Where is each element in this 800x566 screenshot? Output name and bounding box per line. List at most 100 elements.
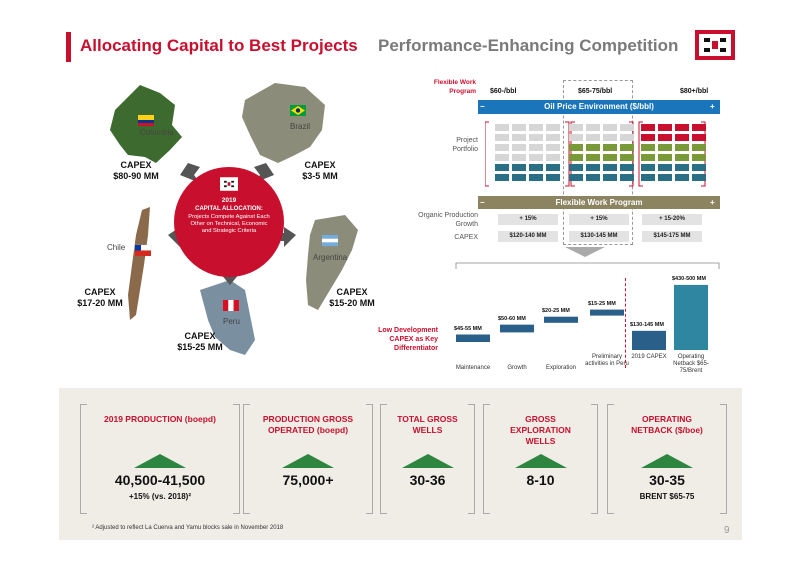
portfolio-cell (675, 124, 689, 131)
footnote: ² Adjusted to reflect La Cuerva and Yamu… (92, 525, 284, 531)
low-dev-capex-note: Low Development CAPEX as Key Differentia… (378, 327, 438, 352)
kpi-title: TOTAL GROSS WELLS (397, 414, 458, 435)
category-label: Exploration (545, 365, 577, 371)
fwp-plus-icon: + (710, 198, 715, 207)
portfolio-cell (692, 174, 706, 181)
portfolio-cell (586, 174, 600, 181)
kpi-title: PRODUCTION GROSS OPERATED (boepd) (262, 414, 354, 435)
chile-label: Chile (107, 243, 126, 252)
kpi-value: 40,500-41,500 (114, 472, 206, 488)
portfolio-cell (495, 154, 509, 161)
portfolio-cell (620, 124, 634, 131)
chile-flag-icon (134, 244, 152, 256)
portfolio-cell (569, 174, 583, 181)
portfolio-cell (586, 124, 600, 131)
center-logo-icon (220, 177, 238, 191)
portfolio-cell (620, 154, 634, 161)
argentina-label: Argentina (313, 253, 348, 262)
kpi-title: 2019 PRODUCTION (boepd) (104, 414, 216, 424)
up-arrow-icon (514, 454, 567, 468)
kpi-bracket (80, 404, 240, 514)
portfolio-cell (512, 124, 526, 131)
up-arrow-icon (282, 454, 334, 468)
portfolio-cell (529, 124, 543, 131)
portfolio-cell (512, 174, 526, 181)
argentina-map (306, 215, 358, 310)
capex-brazil: CAPEX $3-5 MM (302, 160, 338, 181)
portfolio-cell (586, 144, 600, 151)
portfolio-cell (641, 144, 655, 151)
kpi-card: 2019 PRODUCTION (boepd) 40,500-41,500 +15%… (80, 404, 240, 514)
organic-mid: + 15% (569, 214, 629, 225)
portfolio-cell (586, 134, 600, 141)
bar-3 (590, 309, 624, 316)
portfolio-cell (658, 144, 672, 151)
portfolio-cell (546, 154, 560, 161)
portfolio-cell (546, 134, 560, 141)
project-portfolio-grid (485, 121, 706, 187)
kpi-title: OPERATING NETBACK ($/boe) (631, 414, 703, 435)
capex-low: $120-140 MM (498, 231, 558, 242)
kpi-bracket (243, 404, 373, 514)
peru-map (200, 280, 255, 355)
kpi-subvalue: BRENT $65-75 (639, 492, 695, 501)
price-header-mid: $65-75/bbl (578, 88, 613, 95)
peru-label: Peru (223, 317, 240, 326)
portfolio-cell (658, 164, 672, 171)
bar-value-label: $430-500 MM (672, 275, 706, 282)
kpi-value: 30-36 (409, 472, 446, 488)
portfolio-cell (641, 134, 655, 141)
portfolio-cell (495, 174, 509, 181)
portfolio-cell (495, 124, 509, 131)
kpi-title: GROSS EXPLORATION WELLS (510, 414, 571, 446)
page-subtitle: Performance-Enhancing Competition (378, 36, 679, 55)
oil-price-bar: Oil Price Environment ($/bbl) (478, 100, 720, 114)
portfolio-cell (620, 164, 634, 171)
kpi-subvalue: +15% (vs. 2018)² (128, 492, 192, 501)
portfolio-cell (658, 154, 672, 161)
portfolio-cell (675, 174, 689, 181)
maps-graphic (110, 83, 358, 355)
capex-chile: CAPEX $17-20 MM (77, 287, 123, 308)
portfolio-cell (641, 174, 655, 181)
portfolio-cell (512, 144, 526, 151)
organic-low: + 15% (498, 214, 558, 225)
portfolio-cell (512, 164, 526, 171)
bar-value-label: $130-145 MM (630, 321, 664, 328)
arrow-argentina (274, 227, 296, 247)
portfolio-cell (569, 144, 583, 151)
center-heading: CAPITAL ALLOCATION: (195, 206, 263, 212)
oil-plus-icon: + (710, 102, 715, 111)
portfolio-cell (546, 144, 560, 151)
portfolio-cell (603, 174, 617, 181)
portfolio-cell (529, 154, 543, 161)
portfolio-cell (675, 144, 689, 151)
flexible-work-program-label: Flexible Work Program (433, 79, 476, 95)
bar-value-label: $50-60 MM (498, 315, 526, 322)
portfolio-cell (546, 164, 560, 171)
portfolio-cell (675, 134, 689, 141)
organic-growth-label: Organic Production Growth (418, 212, 478, 228)
bar-2 (544, 316, 578, 323)
fwp-minus-icon: − (480, 198, 485, 207)
bar-value-label: $15-25 MM (588, 300, 616, 307)
portfolio-cell (675, 154, 689, 161)
capex-high: $145-175 MM (642, 231, 702, 242)
portfolio-cell (692, 144, 706, 151)
portfolio-cell (603, 164, 617, 171)
portfolio-cell (641, 164, 655, 171)
kpi-value: 75,000+ (282, 472, 334, 488)
kpi-bracket (607, 404, 727, 514)
up-arrow-icon (641, 454, 693, 468)
category-label: Preliminary activities in Peru (585, 354, 629, 367)
center-text: Projects Compete Against Each Other on T… (188, 214, 270, 234)
category-label: Operating Netback $65-75/Brent (673, 354, 709, 374)
category-label: Growth (507, 365, 527, 371)
kpi-bracket (380, 404, 475, 514)
portfolio-cell (512, 154, 526, 161)
chile-map (128, 207, 150, 320)
brazil-flag-icon (290, 105, 306, 116)
portfolio-cell (529, 144, 543, 151)
project-portfolio-label: Project Portfolio (452, 137, 478, 153)
portfolio-cell (529, 134, 543, 141)
